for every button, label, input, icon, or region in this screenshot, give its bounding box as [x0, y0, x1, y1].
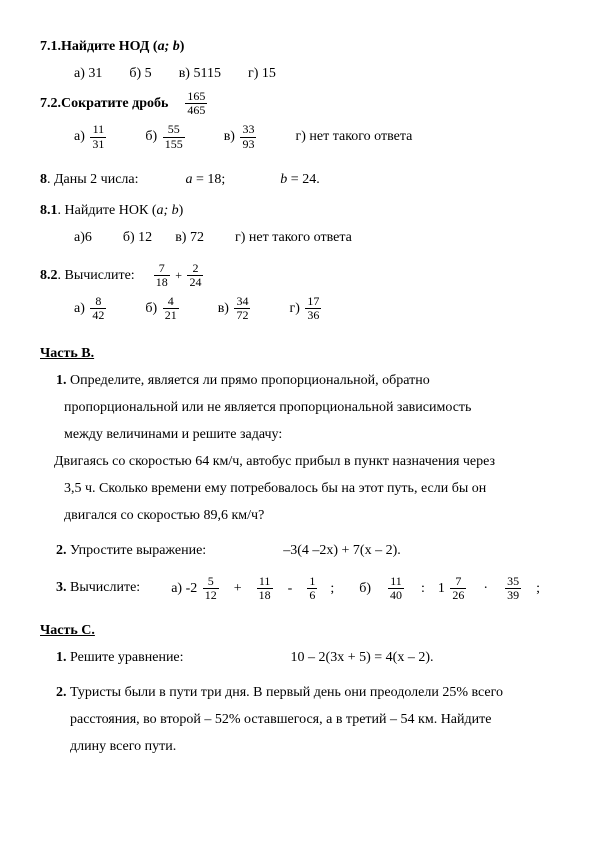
opt-c-lbl: в) — [218, 301, 229, 316]
q8-1-options: а)6 б) 12 в) 72 г) нет такого ответа — [40, 227, 555, 248]
part-b-q1-l1: 1. Определите, является ли прямо пропорц… — [40, 370, 555, 391]
q8-1-label: 8.1 — [40, 203, 58, 218]
opt-c-frac: 3393 — [240, 123, 256, 150]
q7-2-label: 7.2.Сократите дробь — [40, 96, 168, 111]
part-b-q2-expr: –3(4 –2x) + 7(x – 2). — [283, 543, 401, 558]
q7-1-vars: a; b — [158, 39, 180, 54]
opt-c-frac: 3472 — [234, 295, 250, 322]
q8-1-text: . Найдите НОК ( — [58, 203, 157, 218]
q8-1-close: ) — [179, 203, 184, 218]
q7-2-options: а) 1131 б) 55155 в) 3393 г) нет такого о… — [40, 123, 555, 150]
q8-2-f1: 718 — [154, 262, 170, 289]
opt-d-frac: 1736 — [305, 295, 321, 322]
q3b-f1: 1140 — [388, 575, 404, 602]
opt-c-lbl: в) — [224, 129, 235, 144]
q3b-lbl: б) — [359, 580, 371, 595]
opt-a-frac: 842 — [90, 295, 106, 322]
part-c-q2-l2: расстояния, во второй – 52% оставшегося,… — [40, 709, 555, 730]
q7-1-close: ) — [180, 39, 185, 54]
part-c-q2-l1: 2. Туристы были в пути три дня. В первый… — [40, 682, 555, 703]
opt-b-frac: 421 — [163, 295, 179, 322]
opt-b: б) 5 — [129, 66, 151, 81]
q7-1-options: а) 31 б) 5 в) 5115 г) 15 — [40, 63, 555, 84]
q3a-f1: 512 — [203, 575, 219, 602]
q3a-lbl: а) -2 — [171, 580, 197, 595]
q7-2: 7.2.Сократите дробь 165 465 — [40, 90, 555, 117]
q8-2-options: а) 842 б) 421 в) 3472 г) 1736 — [40, 295, 555, 322]
part-c-q1: 1. Решите уравнение: 10 – 2(3x + 5) = 4(… — [40, 647, 555, 668]
opt-a-frac: 1131 — [90, 123, 106, 150]
q7-1-label: 7.1.Найдите НОД ( — [40, 39, 158, 54]
opt-b-lbl: б) — [145, 129, 157, 144]
q7-1: 7.1.Найдите НОД (a; b) — [40, 36, 555, 57]
part-c-title: Часть С. — [40, 620, 555, 641]
opt-a: а)6 — [74, 230, 92, 245]
opt-d: г) нет такого ответа — [235, 230, 352, 245]
q3b-f2: 726 — [450, 575, 466, 602]
q8-2-f2: 224 — [187, 262, 203, 289]
q8-text: . Даны 2 числа: — [47, 172, 139, 187]
opt-d-lbl: г) — [289, 301, 299, 316]
part-b-q1-l5: 3,5 ч. Сколько времени ему потребовалось… — [40, 478, 555, 499]
opt-c: в) 5115 — [179, 66, 221, 81]
q8-2-label: 8.2 — [40, 268, 58, 283]
q8-2-text: . Вычислите: — [58, 268, 135, 283]
q7-2-frac: 165 465 — [185, 90, 207, 117]
opt-a-lbl: а) — [74, 129, 85, 144]
opt-a-lbl: а) — [74, 301, 85, 316]
q8-a-val: = 18; — [193, 172, 226, 187]
part-b-q3: 3. Вычислите: а) -2 512 + 1118 - 16 ; б)… — [40, 575, 555, 602]
opt-d: г) нет такого ответа — [295, 129, 412, 144]
opt-b-frac: 55155 — [163, 123, 185, 150]
q8-label: 8 — [40, 172, 47, 187]
q3a-f3: 16 — [307, 575, 317, 602]
q8-b-val: = 24. — [287, 172, 319, 187]
q8: 8. Даны 2 числа: a = 18; b = 24. — [40, 169, 555, 190]
q8-1-var: a; b — [156, 203, 178, 218]
q8-1: 8.1. Найдите НОК (a; b) — [40, 200, 555, 221]
part-b-q1-l4: Двигаясь со скоростью 64 км/ч, автобус п… — [40, 451, 555, 472]
opt-a: а) 31 — [74, 66, 102, 81]
q8-a-var: a — [186, 172, 193, 187]
q3b-whole: 1 — [438, 580, 445, 595]
opt-b-lbl: б) — [145, 301, 157, 316]
plus: + — [175, 268, 182, 282]
q8-2: 8.2. Вычислите: 718 + 224 — [40, 262, 555, 289]
q3b-f3: 3539 — [505, 575, 521, 602]
part-c-q2-l3: длину всего пути. — [40, 736, 555, 757]
opt-c: в) 72 — [175, 230, 204, 245]
part-b-q1-l3: между величинами и решите задачу: — [40, 424, 555, 445]
opt-b: б) 12 — [123, 230, 152, 245]
part-c-q1-expr: 10 – 2(3x + 5) = 4(x – 2). — [291, 650, 434, 665]
part-b-q1-l6: двигался со скоростью 89,6 км/ч? — [40, 505, 555, 526]
part-b-q2: 2. Упростите выражение: –3(4 –2x) + 7(x … — [40, 540, 555, 561]
q3a-f2: 1118 — [257, 575, 273, 602]
opt-d: г) 15 — [248, 66, 276, 81]
part-b-q1-l2: пропорциональной или не является пропорц… — [40, 397, 555, 418]
part-b-title: Часть В. — [40, 343, 555, 364]
